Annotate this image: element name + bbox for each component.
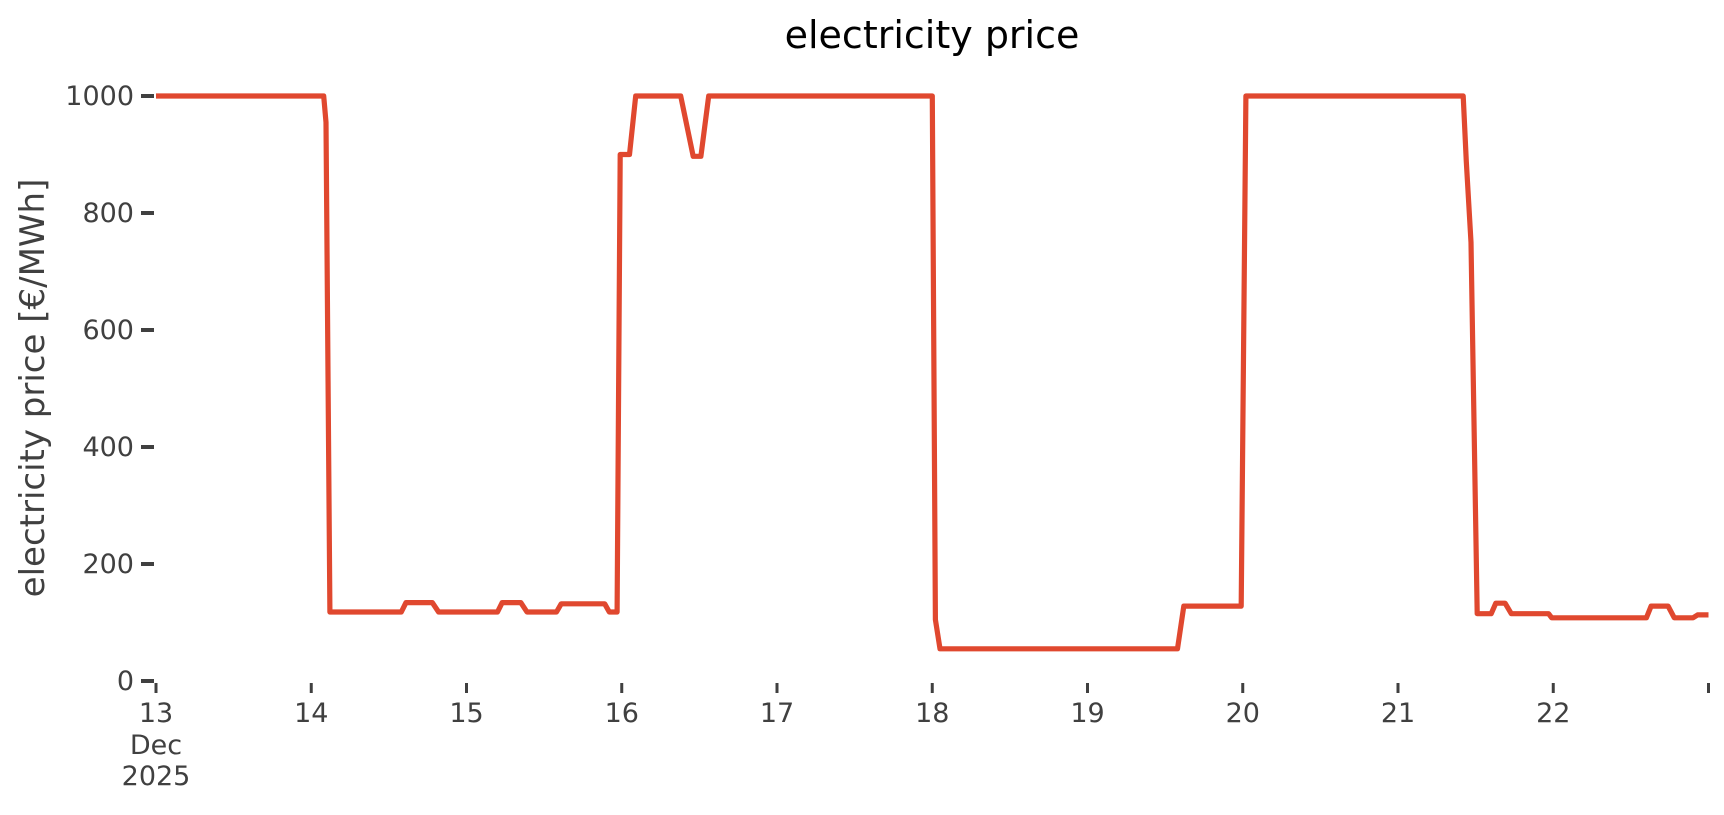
- price-line-series: [156, 93, 1709, 652]
- x-tick-sublabel: 2025: [122, 761, 191, 792]
- y-tick-label: 800: [82, 198, 134, 229]
- y-tick-label: 0: [117, 666, 134, 697]
- x-tick-label: 19: [1070, 698, 1104, 729]
- x-tick-label: 13: [139, 698, 173, 729]
- y-axis-ticks: 0 200 400 600 800 1000: [65, 81, 154, 697]
- x-tick-label: 15: [449, 698, 483, 729]
- y-tick-label: 400: [82, 432, 134, 463]
- x-tick-label: 14: [294, 698, 328, 729]
- chart-title: electricity price: [785, 13, 1080, 57]
- y-tick-label: 1000: [65, 81, 134, 112]
- x-tick-label: 17: [760, 698, 794, 729]
- x-tick-label: 21: [1381, 698, 1415, 729]
- x-tick-label: 18: [915, 698, 949, 729]
- x-tick-label: 16: [605, 698, 639, 729]
- x-tick-label: 22: [1536, 698, 1570, 729]
- y-tick-label: 200: [82, 549, 134, 580]
- x-tick-label: 20: [1226, 698, 1260, 729]
- y-axis-label: electricity price [€/MWh]: [13, 179, 53, 598]
- y-tick-label: 600: [82, 315, 134, 346]
- x-tick-sublabel: Dec: [130, 730, 182, 761]
